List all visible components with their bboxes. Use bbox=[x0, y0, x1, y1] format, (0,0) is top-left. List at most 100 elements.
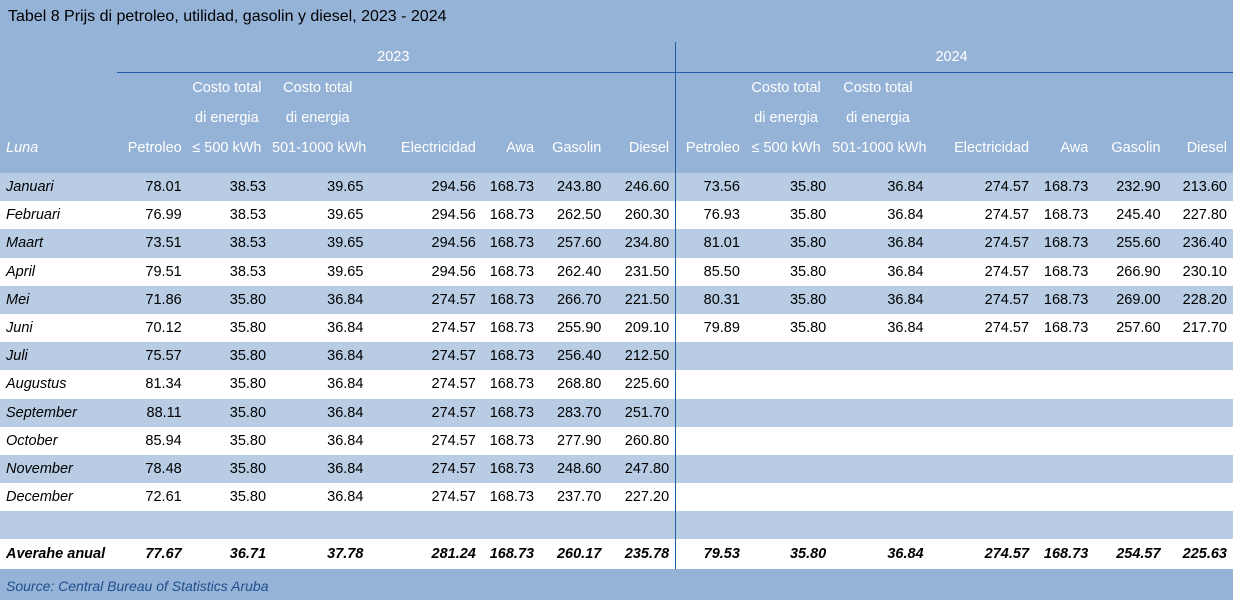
value-cell: 274.57 bbox=[929, 313, 1036, 343]
value-cell: 36.84 bbox=[832, 313, 930, 343]
value-cell: 262.40 bbox=[540, 257, 608, 286]
value-cell: 274.57 bbox=[929, 285, 1036, 314]
value-cell: 168.73 bbox=[481, 201, 541, 230]
price-table: 2023 2024 Costo total Costo total Costo tota… bbox=[0, 42, 1233, 570]
value-cell: 76.93 bbox=[675, 201, 746, 230]
value-cell: 36.84 bbox=[272, 313, 370, 343]
month-label: April bbox=[0, 257, 118, 286]
value-cell: 243.80 bbox=[540, 173, 608, 202]
column-header: 501-1000 kWh bbox=[832, 140, 927, 156]
value-cell: 39.65 bbox=[272, 173, 370, 202]
value-cell bbox=[1094, 342, 1167, 371]
value-cell: 274.57 bbox=[929, 201, 1036, 230]
value-cell bbox=[675, 342, 746, 371]
value-cell: 168.73 bbox=[1035, 229, 1095, 258]
column-header: Costo total bbox=[192, 80, 262, 96]
column-header bbox=[117, 103, 187, 133]
value-cell bbox=[675, 483, 746, 512]
column-header: Awa bbox=[506, 140, 535, 156]
column-header: Electricidad bbox=[400, 140, 476, 156]
value-cell: 277.90 bbox=[540, 426, 608, 455]
value-cell: 35.80 bbox=[745, 285, 833, 314]
value-cell bbox=[1094, 370, 1167, 399]
spacer-cell bbox=[482, 163, 540, 173]
column-header bbox=[607, 72, 677, 103]
value-cell: 168.73 bbox=[481, 342, 541, 371]
blank-cell bbox=[832, 511, 930, 540]
spacer-cell bbox=[676, 163, 746, 173]
value-cell: 274.57 bbox=[369, 454, 482, 484]
value-cell bbox=[1166, 483, 1233, 512]
column-header-luna: Luna bbox=[6, 140, 39, 156]
value-cell: 257.60 bbox=[540, 229, 608, 258]
header-blank bbox=[0, 73, 117, 104]
value-cell bbox=[1166, 342, 1233, 371]
value-cell: 221.50 bbox=[607, 285, 677, 314]
blank-cell bbox=[369, 511, 482, 540]
value-cell bbox=[1035, 454, 1095, 484]
column-header bbox=[540, 73, 607, 104]
value-cell: 274.57 bbox=[369, 370, 482, 399]
value-cell: 168.73 bbox=[481, 313, 541, 343]
value-cell bbox=[675, 398, 746, 427]
value-cell: 85.50 bbox=[675, 257, 746, 286]
value-cell: 35.80 bbox=[187, 342, 273, 371]
value-cell: 78.01 bbox=[117, 173, 188, 202]
value-cell bbox=[929, 370, 1036, 399]
column-header: Electricidad bbox=[954, 140, 1030, 156]
column-header bbox=[1167, 73, 1233, 104]
column-header bbox=[369, 73, 481, 104]
value-cell: 88.11 bbox=[117, 398, 188, 427]
column-header bbox=[1094, 103, 1166, 133]
value-cell bbox=[745, 398, 833, 427]
blank-cell bbox=[745, 511, 833, 540]
value-cell: 36.84 bbox=[272, 483, 370, 512]
value-cell: 168.73 bbox=[481, 483, 541, 512]
value-cell: 39.65 bbox=[272, 257, 370, 286]
value-cell: 38.53 bbox=[187, 173, 273, 202]
column-header: Diesel bbox=[1186, 140, 1227, 156]
average-value: 35.80 bbox=[745, 539, 833, 570]
value-cell: 81.01 bbox=[675, 229, 746, 258]
average-value: 225.63 bbox=[1166, 539, 1233, 570]
value-cell: 73.56 bbox=[675, 173, 746, 202]
value-cell: 168.73 bbox=[1035, 201, 1095, 230]
value-cell: 274.57 bbox=[369, 313, 482, 343]
value-cell: 228.20 bbox=[1166, 285, 1233, 314]
column-header: ≤ 500 kWh bbox=[751, 140, 821, 156]
value-cell: 39.65 bbox=[272, 201, 370, 230]
average-value: 168.73 bbox=[481, 539, 541, 570]
column-header bbox=[676, 73, 746, 104]
value-cell: 76.99 bbox=[117, 201, 188, 230]
value-cell: 294.56 bbox=[369, 201, 482, 230]
value-cell bbox=[1035, 426, 1095, 455]
spacer-cell bbox=[832, 163, 929, 173]
column-header: Gasolin bbox=[552, 140, 602, 156]
value-cell bbox=[745, 370, 833, 399]
value-cell bbox=[929, 342, 1036, 371]
column-header: di energia bbox=[195, 110, 259, 126]
value-cell: 73.51 bbox=[117, 229, 188, 258]
value-cell: 247.80 bbox=[607, 454, 677, 484]
value-cell: 35.80 bbox=[187, 426, 273, 455]
spacer-cell bbox=[272, 163, 369, 173]
column-header: 501-1000 kWh bbox=[272, 140, 367, 156]
average-value: 235.78 bbox=[607, 539, 677, 570]
value-cell: 35.80 bbox=[187, 285, 273, 314]
value-cell: 274.57 bbox=[369, 342, 482, 371]
column-header bbox=[1035, 103, 1094, 133]
value-cell: 70.12 bbox=[117, 313, 188, 343]
header-blank bbox=[0, 103, 117, 133]
value-cell: 269.00 bbox=[1094, 285, 1167, 314]
value-cell: 80.31 bbox=[675, 285, 746, 314]
value-cell: 36.84 bbox=[272, 454, 370, 484]
value-cell: 227.80 bbox=[1166, 201, 1233, 230]
month-label: Januari bbox=[0, 173, 118, 202]
value-cell: 256.40 bbox=[540, 342, 608, 371]
average-value: 79.53 bbox=[675, 539, 746, 570]
value-cell: 268.80 bbox=[540, 370, 608, 399]
value-cell: 260.80 bbox=[607, 426, 677, 455]
month-label: Juni bbox=[0, 313, 118, 343]
month-label: October bbox=[0, 426, 118, 455]
blank-cell bbox=[1035, 511, 1095, 540]
